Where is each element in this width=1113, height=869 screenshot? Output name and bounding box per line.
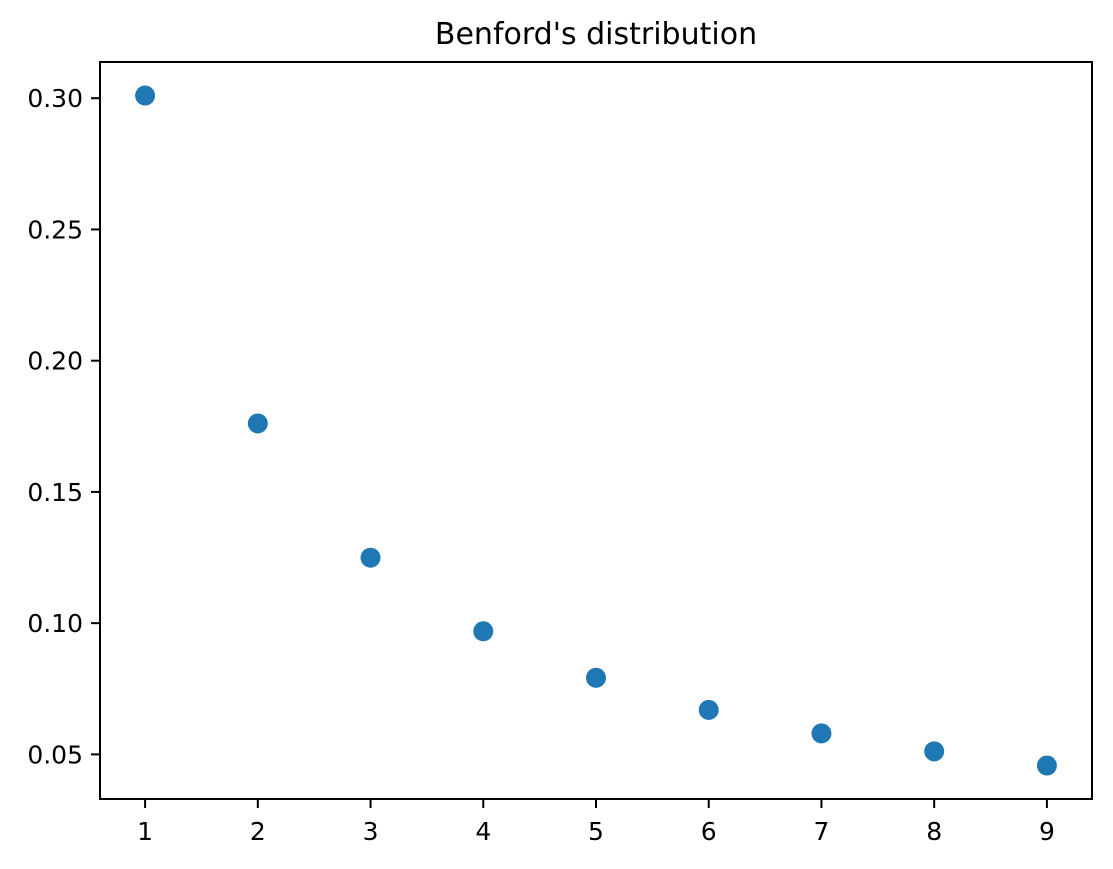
axis-ticks: 1 2 3 4 5 6 7 8 9 0.05 0.10 0.15 0.20 0.25 0.30	[27, 84, 1055, 846]
y-tick-label: 0.10	[27, 609, 83, 638]
data-point	[698, 699, 719, 720]
data-point	[135, 85, 156, 106]
x-tick-label: 1	[137, 817, 153, 846]
x-tick-label: 7	[814, 817, 830, 846]
data-point	[924, 741, 945, 762]
x-tick-label: 9	[1039, 817, 1055, 846]
plot-frame	[99, 61, 1093, 800]
x-tick-label: 4	[475, 817, 491, 846]
data-points	[135, 85, 1057, 776]
x-tick-label: 2	[250, 817, 266, 846]
x-tick-label: 5	[588, 817, 604, 846]
data-point	[473, 621, 494, 642]
x-tick-label: 3	[363, 817, 379, 846]
data-point	[247, 413, 268, 434]
data-point	[360, 547, 381, 568]
data-point	[811, 723, 832, 744]
data-point	[586, 667, 606, 688]
data-point	[1036, 755, 1057, 776]
chart-title: Benford's distribution	[435, 17, 757, 52]
y-tick-label: 0.05	[27, 740, 83, 769]
y-tick-label: 0.15	[27, 478, 83, 507]
y-tick-label: 0.25	[27, 215, 83, 244]
x-tick-label: 8	[926, 817, 942, 846]
y-tick-label: 0.30	[27, 84, 83, 113]
y-tick-label: 0.20	[27, 347, 83, 376]
x-tick-label: 6	[701, 817, 717, 846]
